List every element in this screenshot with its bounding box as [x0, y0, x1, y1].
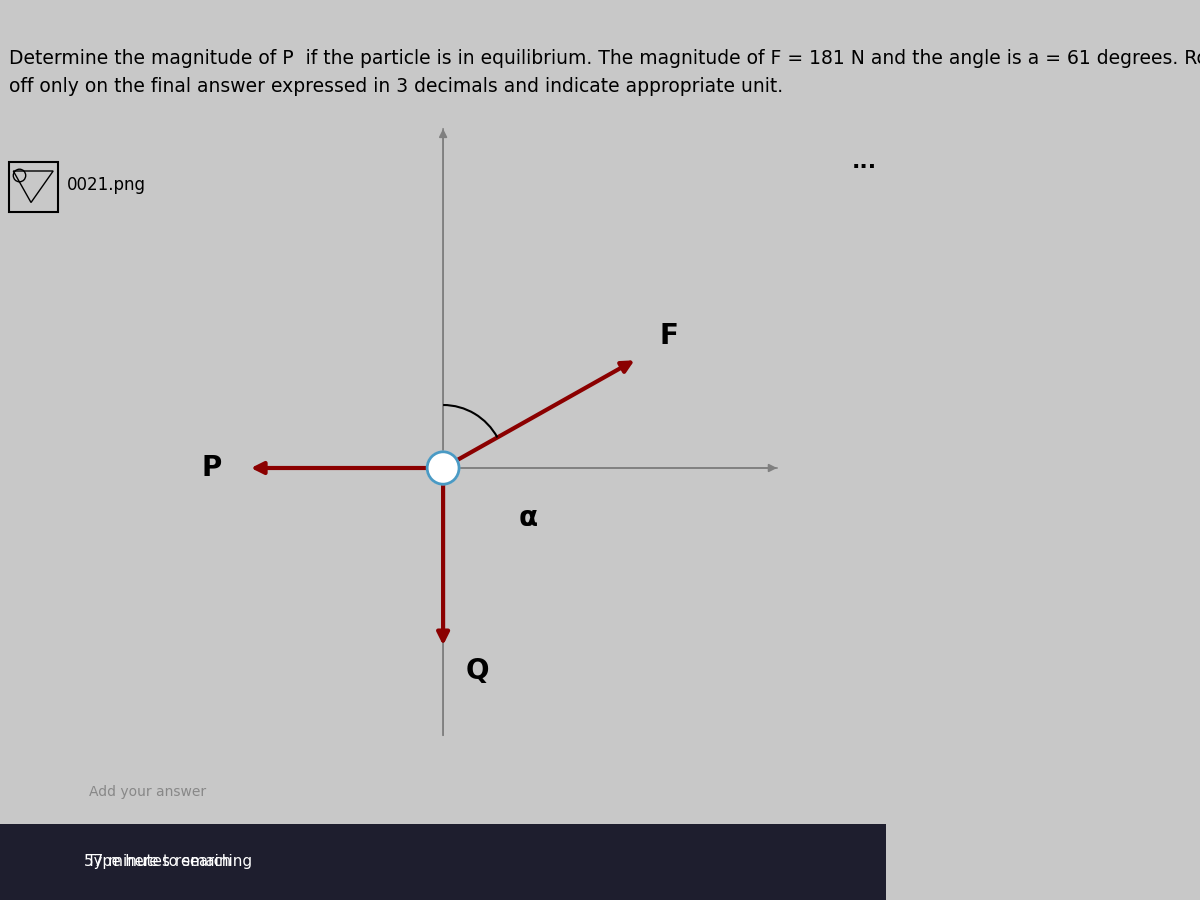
Text: Determine the magnitude of P  if the particle is in equilibrium. The magnitude o: Determine the magnitude of P if the part… — [8, 50, 1200, 68]
Text: Add your answer: Add your answer — [89, 785, 205, 799]
Text: 57 minutes remaining: 57 minutes remaining — [84, 854, 252, 869]
Text: off only on the final answer expressed in 3 decimals and indicate appropriate un: off only on the final answer expressed i… — [8, 76, 782, 95]
Text: F: F — [659, 322, 678, 350]
Text: ...: ... — [852, 152, 877, 172]
Text: Q: Q — [466, 657, 488, 685]
Bar — [0, 824, 886, 900]
Text: P: P — [202, 454, 222, 482]
Circle shape — [427, 452, 460, 484]
Text: Type here to search: Type here to search — [88, 854, 232, 869]
Text: 0021.png: 0021.png — [66, 176, 145, 194]
Bar — [8, 162, 58, 212]
Text: α: α — [518, 503, 538, 532]
